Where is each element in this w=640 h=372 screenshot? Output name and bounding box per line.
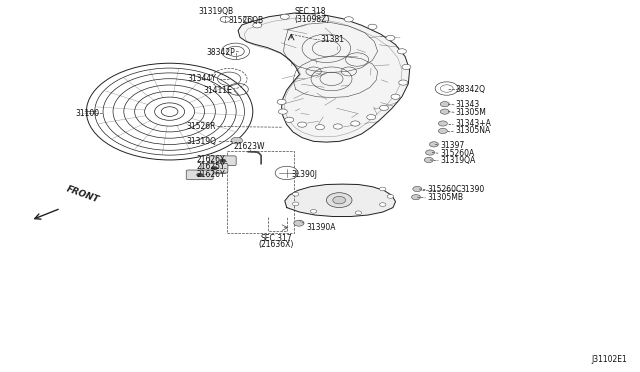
- Polygon shape: [238, 13, 410, 142]
- Text: SEC.317: SEC.317: [260, 234, 292, 243]
- Text: (21636X): (21636X): [259, 240, 294, 249]
- Text: 21626Y: 21626Y: [196, 155, 225, 164]
- Circle shape: [380, 105, 388, 110]
- Circle shape: [326, 193, 352, 208]
- Text: 38342Q: 38342Q: [456, 85, 486, 94]
- Circle shape: [277, 99, 286, 105]
- Text: 31319QA: 31319QA: [440, 156, 476, 165]
- Text: 31319QB: 31319QB: [199, 7, 234, 16]
- Text: 31305NA: 31305NA: [456, 126, 491, 135]
- Circle shape: [316, 12, 324, 17]
- Text: 21625Y: 21625Y: [196, 162, 225, 171]
- Circle shape: [440, 109, 449, 114]
- Circle shape: [220, 159, 226, 163]
- Circle shape: [211, 166, 218, 170]
- Circle shape: [351, 121, 360, 126]
- Text: 21626Y: 21626Y: [196, 170, 225, 179]
- Text: 31526QB: 31526QB: [229, 16, 264, 25]
- Circle shape: [386, 35, 395, 41]
- Circle shape: [412, 195, 420, 200]
- Circle shape: [285, 117, 294, 122]
- Circle shape: [440, 102, 449, 107]
- Text: FRONT: FRONT: [65, 185, 100, 205]
- Text: 31344Y: 31344Y: [188, 74, 216, 83]
- Circle shape: [387, 195, 394, 198]
- Circle shape: [402, 64, 411, 70]
- Text: 31319Q: 31319Q: [186, 137, 216, 146]
- Text: 31411E: 31411E: [203, 86, 232, 94]
- Circle shape: [438, 121, 447, 126]
- Circle shape: [399, 80, 408, 85]
- Circle shape: [426, 150, 435, 155]
- Circle shape: [298, 122, 307, 127]
- Circle shape: [429, 142, 438, 147]
- Text: 31390: 31390: [461, 185, 485, 194]
- Text: 31343: 31343: [456, 100, 480, 109]
- Text: 38342P: 38342P: [207, 48, 236, 57]
- FancyBboxPatch shape: [186, 170, 213, 180]
- Text: J31102E1: J31102E1: [591, 355, 627, 364]
- Text: (31098Z): (31098Z): [294, 15, 330, 24]
- Text: 21623W: 21623W: [234, 142, 266, 151]
- Text: 31526R: 31526R: [187, 122, 216, 131]
- Circle shape: [368, 24, 377, 29]
- Circle shape: [292, 192, 299, 196]
- Text: 3L390J: 3L390J: [291, 170, 317, 179]
- Circle shape: [280, 14, 289, 19]
- Circle shape: [275, 166, 298, 180]
- Circle shape: [355, 211, 362, 215]
- Text: 31397: 31397: [440, 141, 465, 150]
- Text: 315260C: 315260C: [428, 185, 462, 194]
- Text: 315260A: 315260A: [440, 149, 475, 158]
- Circle shape: [278, 109, 287, 114]
- Circle shape: [333, 124, 342, 129]
- Circle shape: [391, 94, 400, 99]
- Circle shape: [413, 186, 422, 192]
- Circle shape: [220, 16, 230, 22]
- Text: 31390A: 31390A: [306, 223, 335, 232]
- Circle shape: [367, 115, 376, 120]
- Circle shape: [253, 23, 262, 28]
- Circle shape: [333, 196, 346, 204]
- FancyBboxPatch shape: [201, 163, 228, 173]
- Circle shape: [438, 128, 447, 134]
- Circle shape: [397, 49, 406, 54]
- Text: 31305M: 31305M: [456, 108, 486, 117]
- Circle shape: [380, 187, 386, 191]
- Circle shape: [380, 203, 386, 206]
- Text: 31100: 31100: [75, 109, 99, 118]
- Polygon shape: [285, 184, 396, 217]
- Text: 31381: 31381: [320, 35, 344, 44]
- Text: 31343+A: 31343+A: [456, 119, 492, 128]
- Text: 31305MB: 31305MB: [428, 193, 463, 202]
- Circle shape: [294, 220, 304, 226]
- Circle shape: [196, 173, 203, 177]
- Circle shape: [424, 157, 433, 163]
- Circle shape: [292, 202, 299, 206]
- Circle shape: [310, 209, 317, 213]
- Circle shape: [316, 125, 324, 130]
- Text: SEC.318: SEC.318: [294, 7, 326, 16]
- Circle shape: [344, 17, 353, 22]
- FancyBboxPatch shape: [209, 156, 236, 166]
- Circle shape: [231, 137, 243, 144]
- Circle shape: [243, 16, 253, 22]
